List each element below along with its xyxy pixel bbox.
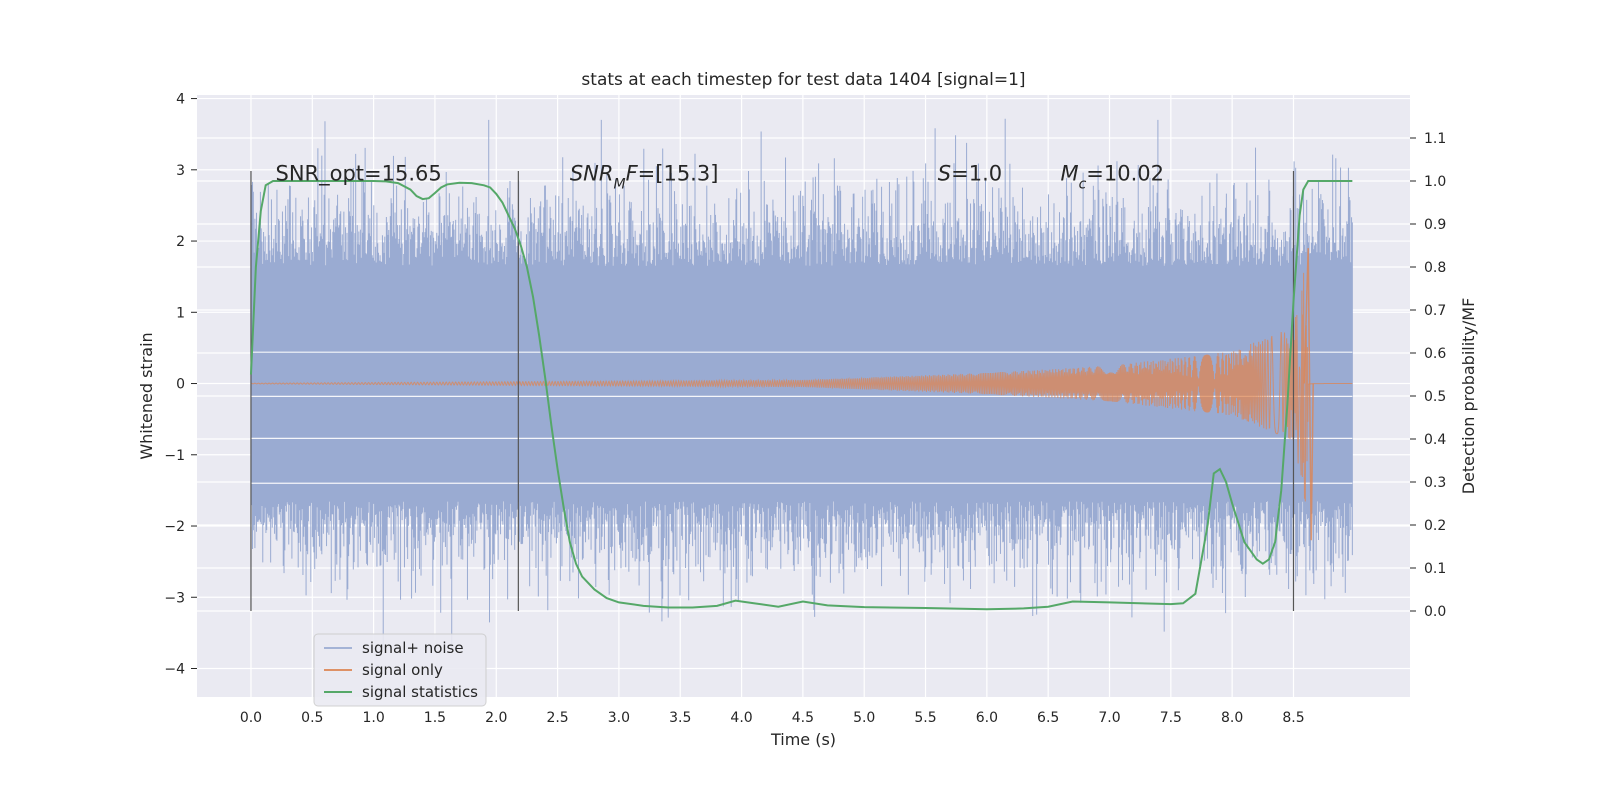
legend-label-1: signal+ noise	[362, 639, 464, 657]
x-ticks: 0.0 0.5 1.0 1.5 2.0 2.5 3.0 3.5 4.0 4.5 5.0 5.5 6.0 6…	[240, 710, 1305, 726]
y-right-tick-label: 0.2	[1424, 518, 1446, 534]
x-tick-label: 2.5	[546, 710, 568, 726]
y-left-tick-label: 1	[176, 305, 185, 321]
y-left-tick-label: −3	[164, 590, 185, 606]
x-tick-label: 3.5	[669, 710, 691, 726]
annotation-part: M	[613, 176, 625, 192]
x-tick-label: 5.0	[853, 710, 875, 726]
stats-line	[249, 180, 1353, 611]
y-right-tick-label: 0.0	[1424, 604, 1446, 620]
legend-label-2: signal only	[362, 661, 443, 679]
x-tick-label: 7.5	[1160, 710, 1182, 726]
y-right-tick-label: 0.7	[1424, 303, 1446, 319]
y-right-tick-label: 0.6	[1424, 346, 1446, 362]
annotation-part: =1.0	[951, 161, 1002, 185]
x-tick-label: 0.5	[301, 710, 323, 726]
chart-title: stats at each timestep for test data 140…	[581, 70, 1025, 90]
x-tick-label: 6.0	[976, 710, 998, 726]
annotation-part: =10.02	[1086, 161, 1164, 185]
y-right-tick-label: 0.1	[1424, 561, 1446, 577]
y-right-tick-label: 0.9	[1424, 217, 1446, 233]
legend: signal+ noise signal only signal statistic…	[313, 633, 487, 707]
annotations: SNR_opt=15.65 SNRMF=[15.3] S=1.0 Mc=10.02	[275, 161, 1164, 192]
annotation-1: SNR_opt=15.65	[275, 161, 441, 186]
stats-series	[249, 180, 1353, 611]
y-axis-label-right: Detection probability/MF	[1459, 298, 1478, 495]
signal-line	[250, 272, 1353, 502]
x-axis-label: Time (s)	[770, 730, 836, 749]
y-left-tick-label: 4	[176, 92, 185, 108]
x-tick-label: 7.0	[1098, 710, 1120, 726]
y-right-tick-label: 1.0	[1424, 174, 1446, 190]
y-right-tick-label: 0.8	[1424, 260, 1446, 276]
annotation-part: SNR	[570, 161, 614, 185]
x-tick-label: 2.0	[485, 710, 507, 726]
y-right-tick-label: 0.5	[1424, 389, 1446, 405]
x-tick-label: 1.0	[362, 710, 384, 726]
y-left-ticks: 4 3 2 1 0 −1 −2 −3 −4	[164, 92, 197, 678]
y-left-tick-label: −2	[164, 519, 185, 535]
y-left-tick-label: 3	[176, 163, 185, 179]
annotation-part: S	[938, 161, 951, 185]
annotation-part: M	[1060, 161, 1078, 185]
y-right-tick-label: 0.3	[1424, 475, 1446, 491]
x-tick-label: 4.5	[792, 710, 814, 726]
legend-label-3: signal statistics	[362, 683, 478, 701]
signal-merger	[1303, 248, 1314, 541]
y-left-tick-label: 2	[176, 234, 185, 250]
annotation-2: SNRMF=[15.3]	[570, 161, 719, 192]
annotation-part: c	[1079, 176, 1087, 192]
y-left-tick-label: −4	[164, 662, 185, 678]
annotation-part: F	[626, 161, 639, 185]
x-tick-label: 8.5	[1282, 710, 1304, 726]
y-right-tick-label: 0.4	[1424, 432, 1446, 448]
y-left-tick-label: 0	[176, 377, 185, 393]
y-axis-label-left: Whitened strain	[137, 332, 156, 459]
vertical-markers	[250, 171, 1295, 611]
annotation-3: S=1.0	[938, 161, 1002, 185]
x-tick-label: 6.5	[1037, 710, 1059, 726]
y-right-tick-label: 1.1	[1424, 131, 1446, 147]
y-right-ticks: 1.1 1.0 0.9 0.8 0.7 0.6 0.5 0.4 0.3 0.2 0.1 0.0	[1410, 131, 1446, 620]
y-left-tick-label: −1	[164, 448, 185, 464]
legend-box	[313, 633, 487, 707]
x-tick-label: 8.0	[1221, 710, 1243, 726]
signal-series	[250, 248, 1353, 541]
annotation-part: SNR_opt=15.65	[275, 161, 441, 186]
annotation-4: Mc=10.02	[1060, 161, 1164, 192]
x-tick-label: 1.5	[424, 710, 446, 726]
x-tick-label: 4.0	[730, 710, 752, 726]
x-tick-label: 0.0	[240, 710, 262, 726]
x-tick-label: 3.0	[608, 710, 630, 726]
x-tick-label: 5.5	[914, 710, 936, 726]
annotation-part: =[15.3]	[638, 161, 719, 185]
